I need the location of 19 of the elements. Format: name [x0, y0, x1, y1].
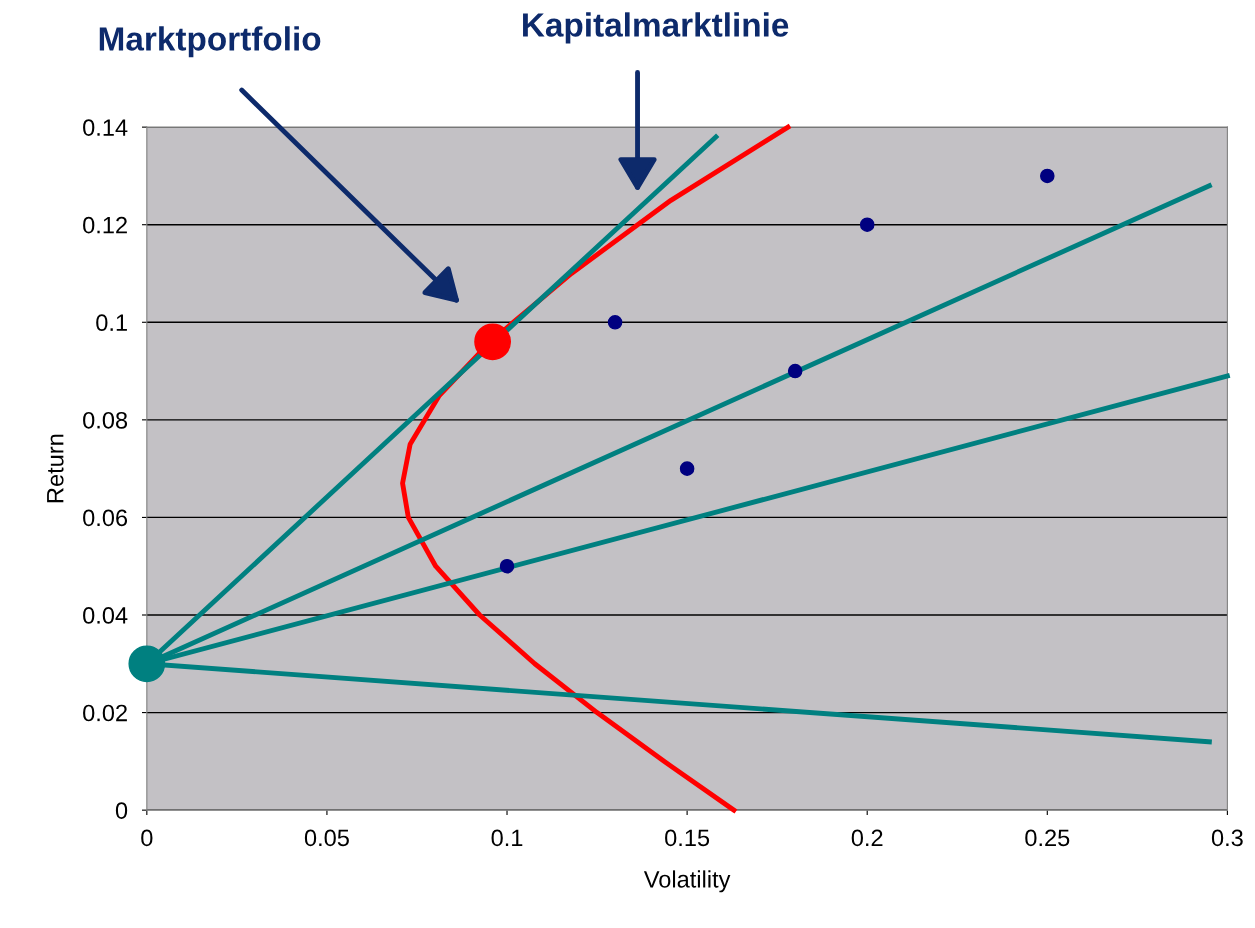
x-tick-label: 0.25 — [1025, 829, 1070, 847]
y-tick-label: 0.14 — [83, 119, 128, 136]
x-tick-label: 0.2 — [851, 829, 883, 847]
y-tick-label: 0.06 — [83, 509, 128, 527]
x-axis-title: Volatility — [643, 870, 731, 893]
x-tick-label: 0.3 — [1211, 829, 1243, 847]
y-tick-label: 0 — [115, 802, 128, 819]
y-tick-label: 0.04 — [83, 607, 128, 624]
x-tick-label: 0.15 — [665, 829, 710, 847]
text: Kapitalmarktlinie — [523, 12, 789, 44]
text: Marktportfolio — [99, 26, 321, 58]
y-tick-label: 0.12 — [83, 216, 127, 234]
y-axis-title: Return — [47, 434, 64, 503]
x-tick-label: 0 — [141, 829, 153, 847]
x-tick-label: 0.1 — [491, 829, 523, 847]
y-tick-label: 0.08 — [83, 411, 128, 429]
x-tick-label: 0.05 — [304, 829, 349, 847]
y-tick-label: 0.1 — [96, 314, 127, 332]
y-tick-label: 0.02 — [83, 704, 127, 722]
